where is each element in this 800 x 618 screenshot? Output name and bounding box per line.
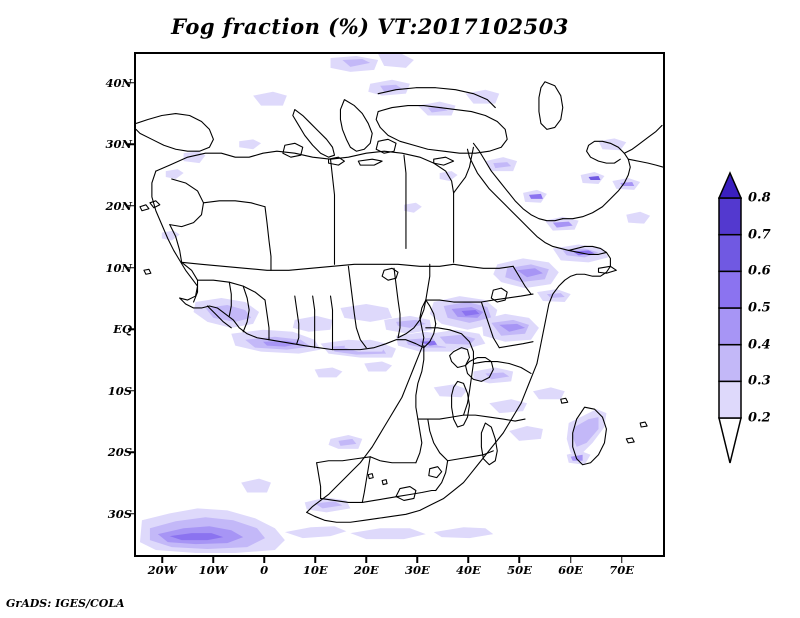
coastline-layer: [136, 81, 663, 523]
colorbar-tick-label: 0.4: [748, 337, 771, 353]
colorbar-band: [718, 343, 742, 383]
map-plot-area: [134, 52, 665, 557]
x-axis-tick: [314, 557, 316, 563]
x-axis-tick: [518, 557, 521, 563]
fog-patch-north-africa: [161, 139, 458, 241]
colorbar-bands: [718, 171, 742, 464]
fog-patch-horn-of-africa: [493, 244, 609, 303]
colorbar-tick-label: 0.5: [748, 300, 771, 316]
x-axis-tick: [569, 557, 572, 563]
y-axis-tick: [128, 143, 134, 146]
x-axis-tick: [212, 557, 214, 563]
x-axis-tick-label: 60E: [558, 563, 583, 577]
colorbar-band: [718, 307, 742, 346]
colorbar-svg: [718, 171, 742, 464]
x-axis-tick-label: 50E: [507, 563, 532, 577]
y-axis-tick-label: 30S: [107, 506, 132, 521]
map-svg: [136, 54, 663, 554]
colorbar-band: [718, 380, 742, 419]
x-axis-tick-label: 10E: [302, 563, 328, 577]
y-axis-tick: [128, 389, 134, 392]
y-axis-tick: [128, 266, 134, 269]
colorbar-tick-label: 0.8: [748, 190, 771, 206]
x-axis-tick-label: 20E: [353, 563, 379, 577]
colorbar-band: [718, 197, 742, 236]
y-axis-tick-label: 10N: [105, 260, 132, 275]
fog-patch-east-africa: [429, 296, 539, 414]
y-axis-tick: [128, 451, 134, 454]
x-axis-tick: [467, 557, 470, 563]
colorbar-cap-low: [718, 417, 742, 464]
x-axis-tick-label: 30E: [404, 563, 430, 577]
y-axis-tick: [128, 328, 134, 330]
x-axis-tick-label: 10W: [198, 563, 228, 577]
colorbar[interactable]: [718, 168, 742, 468]
colorbar-tick-label: 0.3: [748, 373, 771, 389]
x-axis-tick: [620, 557, 623, 563]
colorbar-tick-label: 0.7: [748, 227, 771, 243]
y-axis-tick: [128, 205, 134, 207]
fog-patch-south-atlantic: [139, 508, 494, 554]
y-axis-tick-label: 10S: [107, 383, 132, 398]
x-axis-tick: [365, 557, 368, 563]
y-axis-tick-label: 40N: [105, 75, 132, 90]
x-axis-tick-label: 40E: [456, 563, 481, 577]
chart-title: Fog fraction (%) VT:2017102503: [171, 14, 569, 39]
colorbar-tick-label: 0.6: [748, 263, 771, 279]
y-axis-tick: [128, 82, 134, 84]
y-axis-tick-label: 30N: [105, 137, 132, 152]
y-axis-tick-label: EQ: [113, 322, 132, 337]
colorbar-cap-high: [718, 171, 742, 199]
map-canvas: [136, 54, 663, 555]
x-axis-tick: [161, 557, 163, 563]
fog-patch-mediterranean: [253, 54, 518, 172]
colorbar-band: [718, 233, 742, 273]
colorbar-band: [718, 270, 742, 309]
x-axis-tick-label: 0: [260, 563, 269, 577]
x-axis-tick-label: 70E: [609, 563, 634, 577]
x-axis-tick-label: 20W: [147, 563, 177, 577]
y-axis-tick-label: 20N: [105, 198, 132, 213]
x-axis-tick: [263, 557, 265, 563]
y-axis-tick-label: 20S: [107, 445, 132, 460]
x-axis-tick: [416, 557, 419, 563]
y-axis-tick: [128, 513, 134, 515]
fog-shading-layer: [139, 54, 651, 554]
colorbar-tick-label: 0.2: [748, 410, 771, 426]
grads-credit: GrADS: IGES/COLA: [6, 597, 125, 610]
